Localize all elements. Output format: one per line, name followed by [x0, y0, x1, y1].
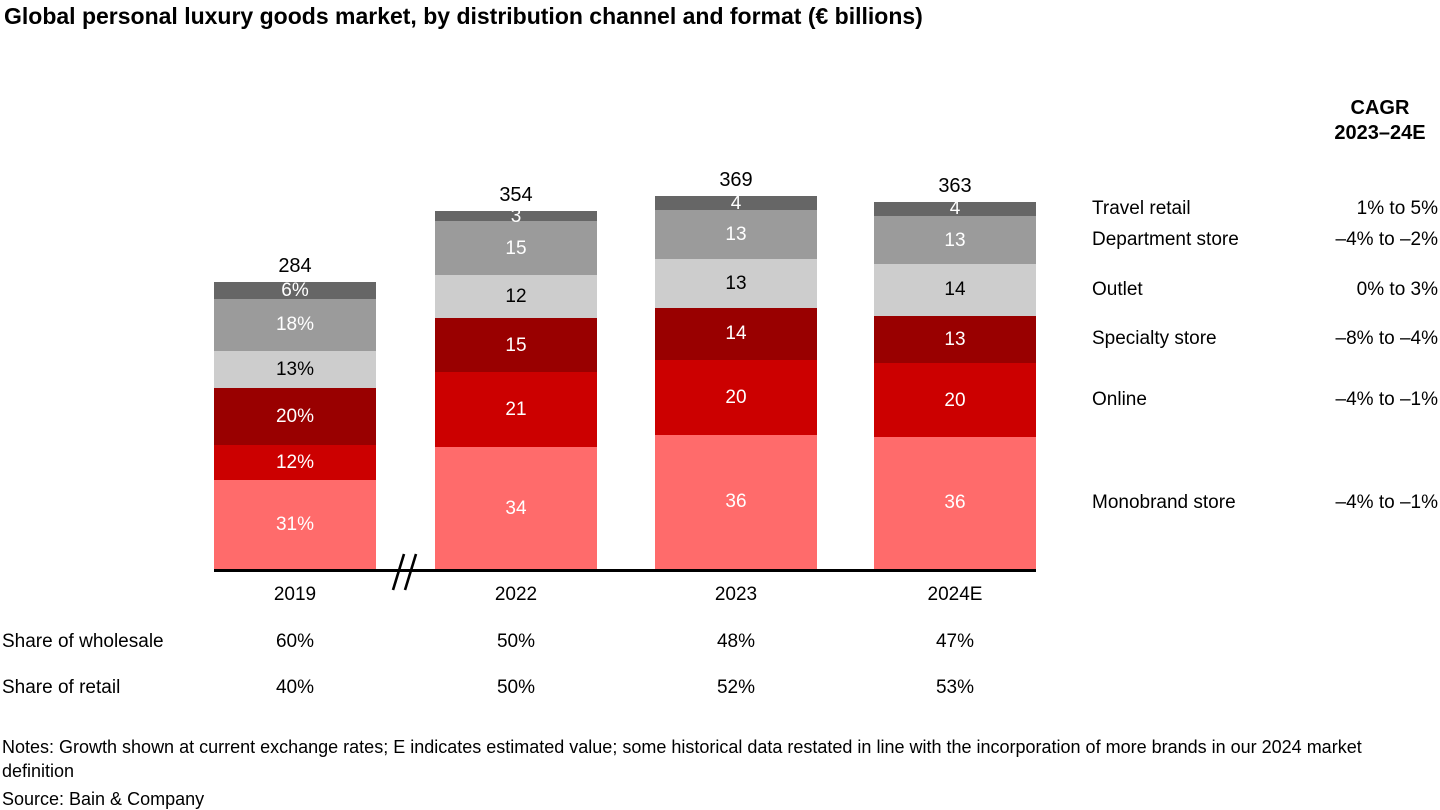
legend-cagr-specialty-store: –8% to –4%: [1335, 328, 1438, 350]
segment-monobrand-store-2022: 34: [435, 447, 597, 569]
segment-travel-retail-2022: 3: [435, 207, 597, 225]
axis-break-icon: [391, 553, 418, 591]
share-value-share-of-retail-2024e: 53%: [935, 677, 975, 698]
notes-text: Notes: Growth shown at current exchange …: [2, 737, 1362, 781]
legend-label-specialty-store: Specialty store: [1092, 328, 1217, 350]
segment-specialty-store-2024e: 13: [874, 315, 1036, 364]
source-text: Source: Bain & Company: [2, 789, 205, 809]
segment-department-store-2019: 18%: [214, 298, 376, 351]
legend-label-online: Online: [1092, 389, 1147, 411]
x-label-2022: 2022: [494, 584, 538, 605]
segment-monobrand-store-2023: 36: [655, 434, 817, 569]
legend-cagr-travel-retail: 1% to 5%: [1356, 197, 1438, 219]
segment-monobrand-store-2019: 31%: [214, 479, 376, 569]
segment-specialty-store-2022: 15: [435, 318, 597, 372]
legend-row-monobrand-store: Monobrand store –4% to –1%: [1092, 490, 1438, 516]
legend-row-travel-retail: Travel retail 1% to 5%: [1092, 196, 1438, 222]
legend-row-specialty-store: Specialty store –8% to –4%: [1092, 326, 1438, 352]
segment-travel-retail-2019: 6%: [214, 281, 376, 300]
segment-online-2023: 20: [655, 359, 817, 435]
segment-online-2022: 21: [435, 371, 597, 448]
share-row-label-share-of-retail: Share of retail: [2, 677, 121, 698]
share-value-share-of-wholesale-2022: 50%: [496, 631, 536, 652]
legend-cagr-online: –4% to –1%: [1335, 389, 1438, 411]
chart-title: Global personal luxury goods market, by …: [4, 3, 923, 29]
segment-monobrand-store-2024e: 36: [874, 436, 1036, 569]
bar-2023: 36 20 14 13 13 4: [655, 194, 817, 569]
share-value-share-of-wholesale-2024e: 47%: [935, 631, 975, 652]
legend-row-department-store: Department store –4% to –2%: [1092, 227, 1438, 253]
legend-label-monobrand-store: Monobrand store: [1092, 491, 1236, 513]
cagr-header-line1: CAGR: [1350, 97, 1410, 119]
legend-label-department-store: Department store: [1092, 229, 1239, 251]
share-value-share-of-wholesale-2019: 60%: [275, 631, 315, 652]
legend-row-outlet: Outlet 0% to 3%: [1092, 277, 1438, 303]
segment-specialty-store-2019: 20%: [214, 387, 376, 446]
legend-label-travel-retail: Travel retail: [1092, 197, 1191, 219]
total-label-2024e: 363: [938, 174, 972, 197]
share-row-label-share-of-wholesale: Share of wholesale: [2, 631, 164, 652]
legend-row-online: Online –4% to –1%: [1092, 387, 1438, 413]
legend-label-outlet: Outlet: [1092, 278, 1143, 300]
share-value-share-of-retail-2023: 52%: [716, 677, 756, 698]
segment-online-2024e: 20: [874, 363, 1036, 437]
segment-outlet-2019: 13%: [214, 350, 376, 388]
legend-cagr-outlet: 0% to 3%: [1356, 278, 1438, 300]
segment-travel-retail-2023: 4: [655, 194, 817, 212]
x-label-2024e: 2024E: [927, 584, 983, 605]
segment-online-2019: 12%: [214, 445, 376, 480]
segment-outlet-2022: 12: [435, 275, 597, 319]
cagr-header-line2: 2023–24E: [1334, 122, 1426, 144]
share-value-share-of-retail-2022: 50%: [496, 677, 536, 698]
share-value-share-of-wholesale-2023: 48%: [716, 631, 756, 652]
segment-outlet-2024e: 14: [874, 264, 1036, 316]
share-value-share-of-retail-2019: 40%: [275, 677, 315, 698]
total-label-2022: 354: [499, 183, 533, 206]
cagr-column-header: CAGR 2023–24E: [1322, 96, 1438, 146]
legend-cagr-department-store: –4% to –2%: [1335, 229, 1438, 251]
x-label-2023: 2023: [714, 584, 758, 605]
bar-2024e: 36 20 13 14 13 4: [874, 200, 1036, 569]
segment-department-store-2024e: 13: [874, 216, 1036, 265]
segment-travel-retail-2024e: 4: [874, 200, 1036, 218]
x-axis-line: [214, 569, 1036, 572]
bar-2022: 34 21 15 12 15 3: [435, 207, 597, 569]
bar-2019: 31% 12% 20% 13% 18% 6%: [214, 281, 376, 569]
total-label-2023: 369: [719, 168, 753, 191]
segment-department-store-2022: 15: [435, 221, 597, 276]
segment-outlet-2023: 13: [655, 259, 817, 308]
segment-department-store-2023: 13: [655, 210, 817, 260]
legend-cagr-monobrand-store: –4% to –1%: [1335, 491, 1438, 513]
total-label-2019: 284: [278, 254, 312, 277]
segment-specialty-store-2023: 14: [655, 307, 817, 360]
x-label-2019: 2019: [273, 584, 317, 605]
